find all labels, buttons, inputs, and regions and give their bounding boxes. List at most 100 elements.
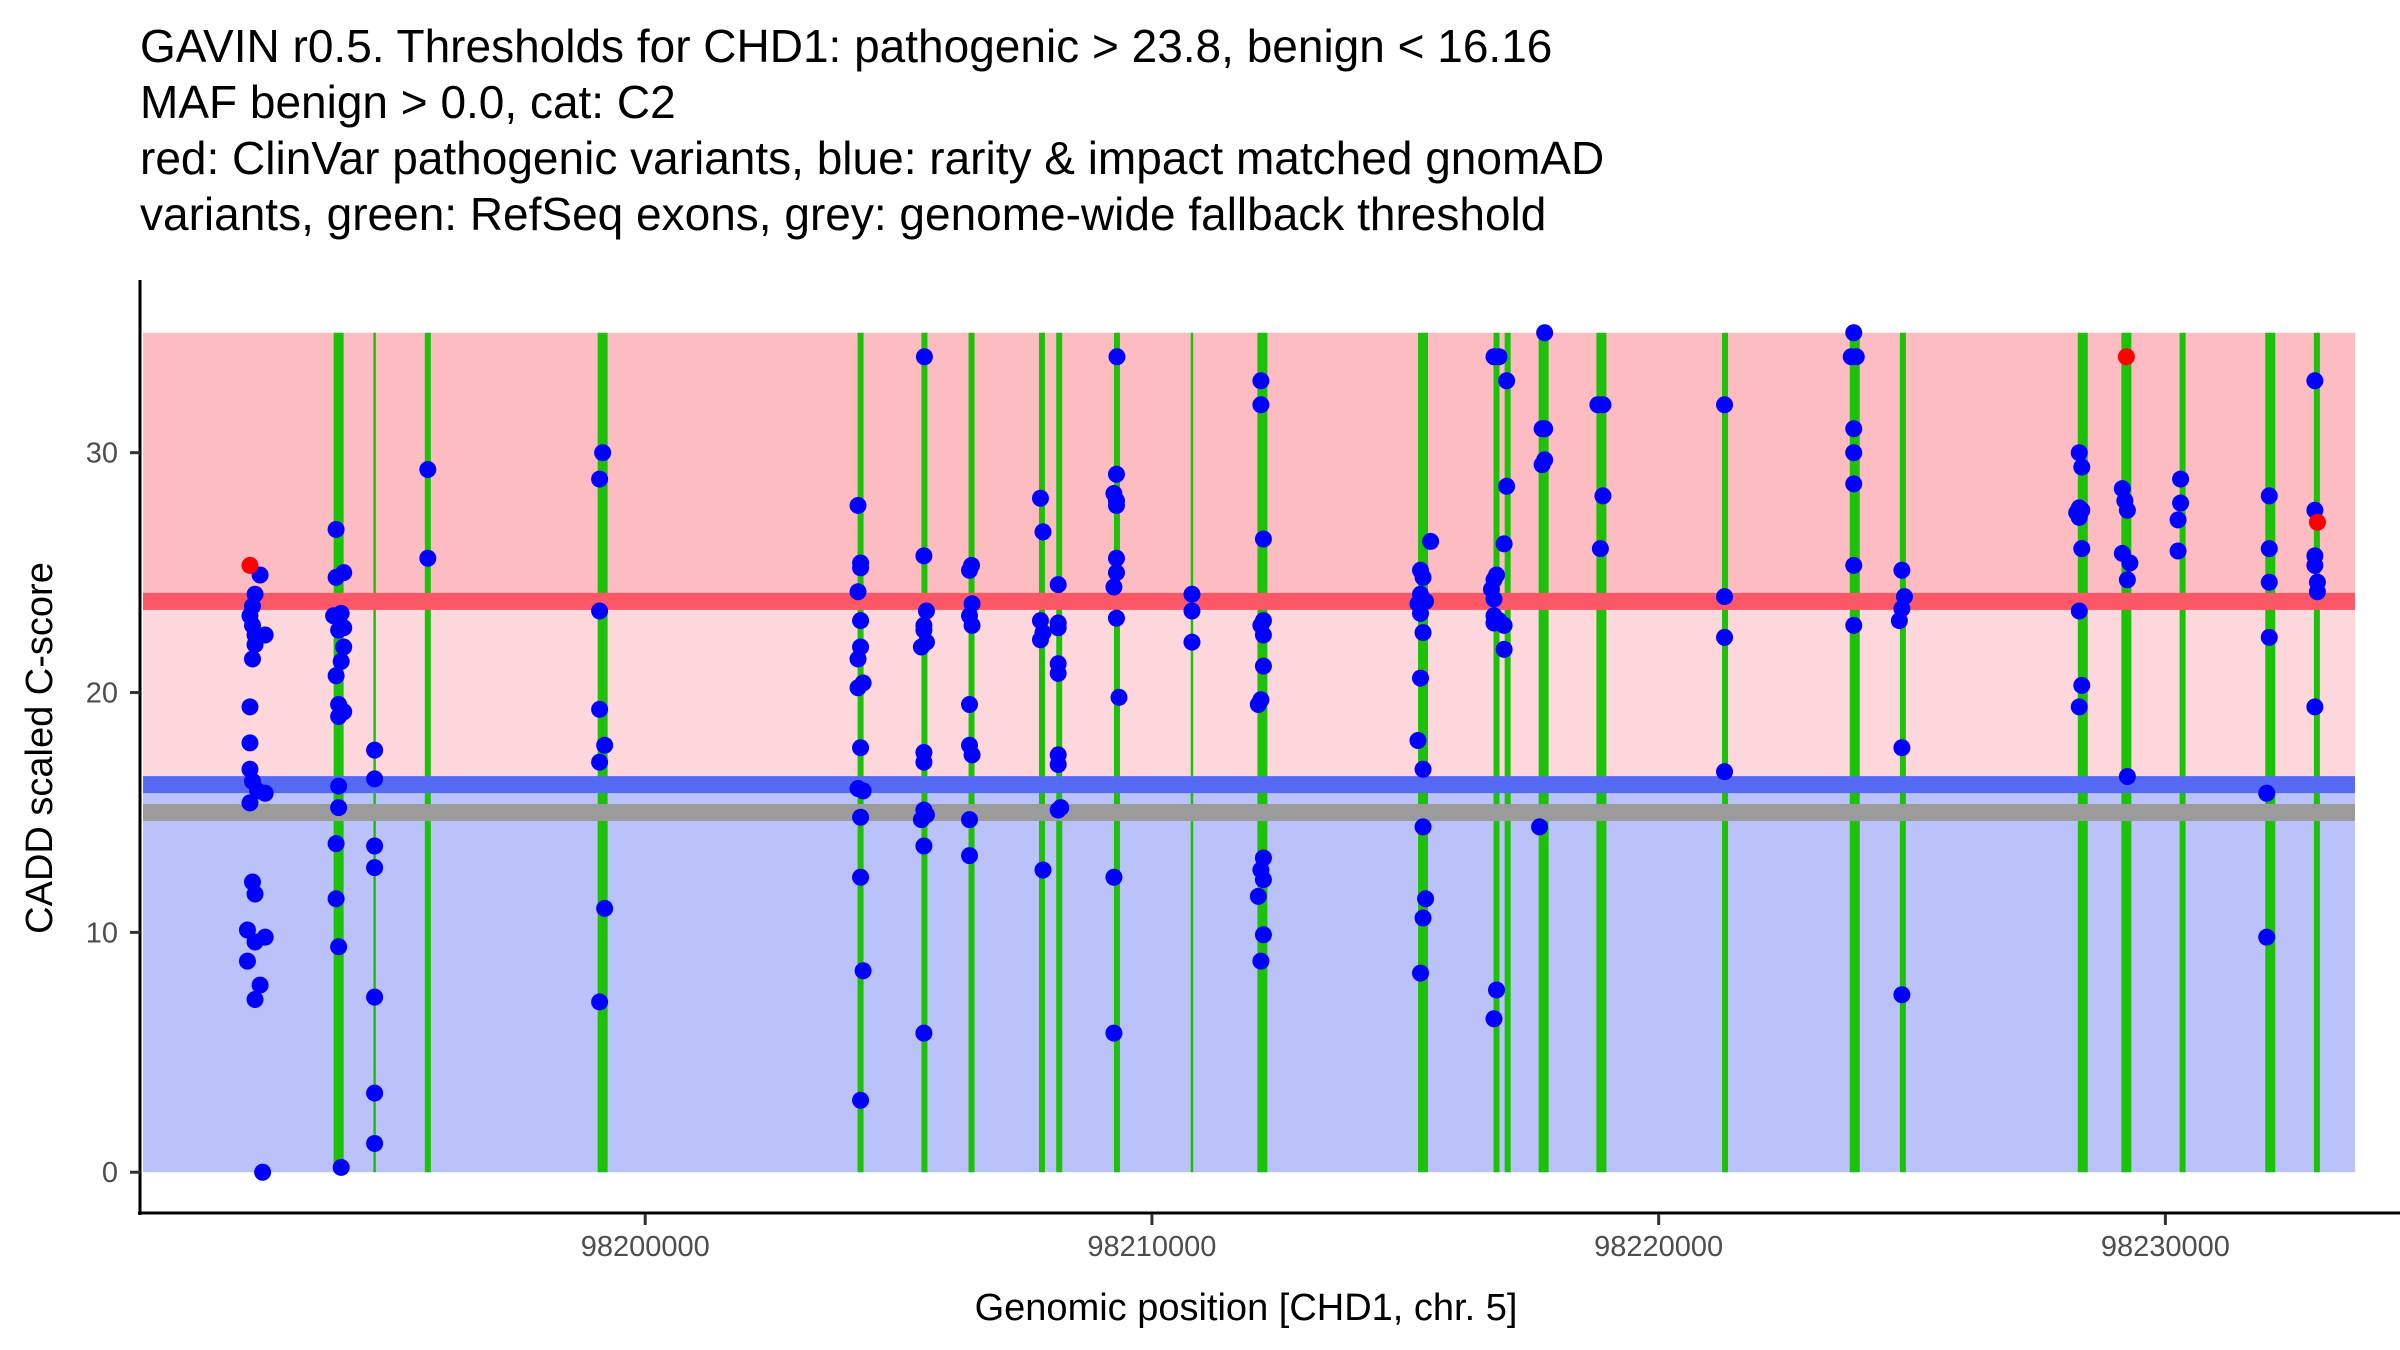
- gnomad-point: [1108, 348, 1126, 366]
- x-tick-label: 98230000: [2101, 1231, 2230, 1263]
- gnomad-point: [1107, 465, 1125, 483]
- x-tick-label: 98220000: [1594, 1231, 1723, 1263]
- gnomad-point: [1847, 348, 1865, 366]
- gnomad-point: [963, 616, 981, 634]
- gnomad-point: [330, 938, 348, 956]
- gnomad-point: [332, 652, 350, 670]
- gnomad-point: [330, 777, 348, 795]
- axes: [138, 280, 2400, 1215]
- gnomad-point: [849, 496, 867, 514]
- gnomad-point: [915, 547, 933, 565]
- gnomad-point: [1591, 540, 1609, 558]
- gnomad-point: [1414, 624, 1432, 642]
- gnomad-point: [1536, 420, 1554, 438]
- gnomad-point: [854, 674, 872, 692]
- gnomad-point: [330, 799, 348, 817]
- gnomad-point: [1254, 871, 1272, 889]
- data-points: [238, 324, 2326, 1181]
- gnomad-point: [591, 700, 609, 718]
- gnomad-point: [1594, 487, 1612, 505]
- gnomad-point: [1893, 986, 1911, 1004]
- gnomad-point: [963, 746, 981, 764]
- gnomad-point: [1531, 818, 1549, 836]
- gnomad-point: [917, 602, 935, 620]
- gnomad-point: [1031, 489, 1049, 507]
- gnomad-point: [915, 616, 933, 634]
- gnomad-point: [2260, 487, 2278, 505]
- gnomad-point: [1252, 952, 1270, 970]
- y-axis-title: CADD scaled C-score: [19, 562, 61, 934]
- gnomad-point: [1485, 590, 1503, 608]
- gnomad-point: [366, 741, 384, 759]
- gnomad-point: [1049, 755, 1067, 773]
- gnomad-point: [2121, 554, 2139, 572]
- gnomad-point: [2172, 470, 2190, 488]
- gnomad-point: [591, 993, 609, 1011]
- x-axis-title: Genomic position [CHD1, chr. 5]: [975, 1287, 1518, 1329]
- gnomad-point: [1049, 664, 1067, 682]
- y-ticks: 0 10 20 30: [86, 438, 140, 1189]
- gnomad-point: [852, 739, 870, 757]
- gnomad-point: [254, 1163, 272, 1181]
- gnomad-point: [596, 736, 614, 754]
- gnomad-point: [2070, 444, 2088, 462]
- gnomad-point: [1845, 324, 1863, 342]
- gnomad-point: [2169, 511, 2187, 529]
- gnomad-point: [1495, 535, 1513, 553]
- gnomad-point: [1105, 1024, 1123, 1042]
- x-ticks: 98200000 98210000 98220000 98230000: [581, 1214, 2230, 1263]
- gnomad-point: [2260, 540, 2278, 558]
- gnomad-point: [366, 1084, 384, 1102]
- gnomad-point: [1107, 609, 1125, 627]
- gnomad-point: [852, 808, 870, 826]
- y-tick-label: 20: [86, 678, 118, 710]
- gnomad-point: [1110, 688, 1128, 706]
- gnomad-point: [852, 868, 870, 886]
- gnomad-point: [1716, 396, 1734, 414]
- gnomad-point: [1254, 626, 1272, 644]
- gnomad-point: [332, 604, 350, 622]
- gnomad-point: [1031, 631, 1049, 649]
- gnomad-point: [1414, 760, 1432, 778]
- chart-title: GAVIN r0.5. Thresholds for CHD1: pathoge…: [140, 18, 1604, 242]
- gnomad-point: [2073, 540, 2091, 558]
- gnomad-point: [1034, 861, 1052, 879]
- x-tick-label: 98210000: [1087, 1231, 1216, 1263]
- gnomad-point: [591, 753, 609, 771]
- gnomad-point: [2073, 458, 2091, 476]
- title-line-4: variants, green: RefSeq exons, grey: gen…: [140, 188, 1547, 240]
- gnomad-point: [2070, 698, 2088, 716]
- gnomad-point: [591, 470, 609, 488]
- gnomad-point: [1409, 732, 1427, 750]
- clinvar-point: [2117, 348, 2135, 366]
- gnomad-point: [1533, 456, 1551, 474]
- gnomad-point: [849, 583, 867, 601]
- gnomad-point: [1252, 372, 1270, 390]
- gnomad-point: [1490, 348, 1508, 366]
- gnomad-point: [591, 602, 609, 620]
- gnomad-point: [1845, 556, 1863, 574]
- pathogenic-zone: [143, 332, 2355, 602]
- gnomad-point: [1536, 324, 1554, 342]
- gnomad-point: [1183, 633, 1201, 651]
- gnomad-point: [1107, 496, 1125, 514]
- gnomad-point: [246, 636, 264, 654]
- threshold-lines: [143, 592, 2355, 821]
- gnomad-point: [256, 928, 274, 946]
- gnomad-point: [2258, 784, 2276, 802]
- gnomad-point: [243, 650, 261, 668]
- gnomad-point: [366, 859, 384, 877]
- gnomad-point: [1417, 890, 1435, 908]
- gnomad-point: [241, 698, 259, 716]
- gnomad-point: [1107, 549, 1125, 567]
- gnomad-point: [2260, 628, 2278, 646]
- gnomad-point: [335, 619, 353, 637]
- title-line-2: MAF benign > 0.0, cat: C2: [140, 76, 676, 128]
- gnomad-point: [961, 561, 979, 579]
- gnomad-point: [961, 696, 979, 714]
- x-tick-label: 98200000: [581, 1231, 710, 1263]
- title-line-3: red: ClinVar pathogenic variants, blue: …: [140, 132, 1605, 184]
- gnomad-point: [241, 794, 259, 812]
- gnomad-point: [366, 770, 384, 788]
